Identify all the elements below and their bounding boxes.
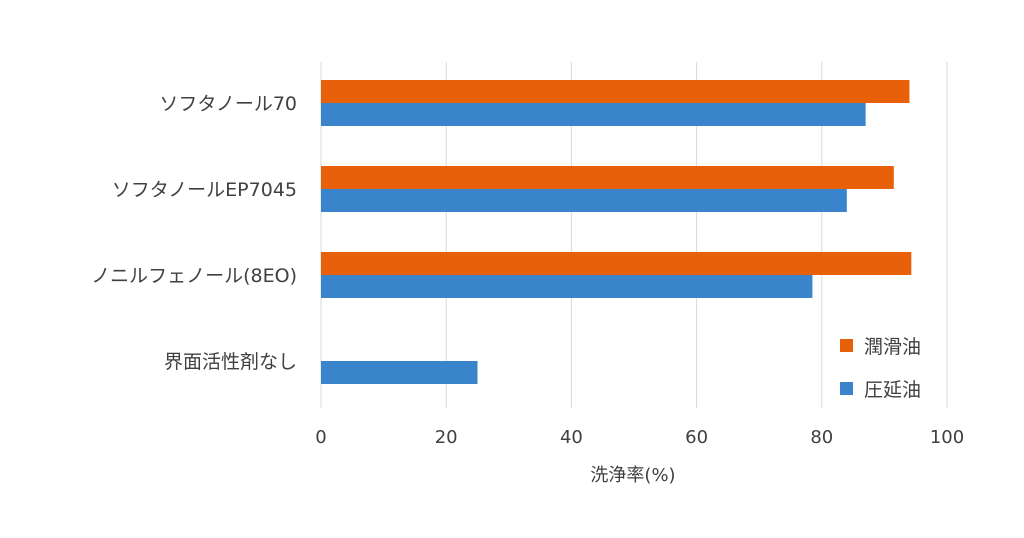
x-tick-label: 80 <box>810 427 833 448</box>
bar-lubricant <box>321 166 894 189</box>
legend-swatch <box>840 339 853 352</box>
legend-swatch <box>840 382 853 395</box>
bar-rolling-oil <box>321 103 866 126</box>
x-tick-labels: 0 20 40 60 80 100 <box>315 427 964 448</box>
x-axis-title: 洗浄率(%) <box>590 465 675 486</box>
x-tick-label: 60 <box>685 427 708 448</box>
category-label: ソフタノールEP7045 <box>112 179 297 201</box>
category-label: ノニルフェノール(8EO) <box>91 265 297 287</box>
x-tick-label: 100 <box>930 427 964 448</box>
x-tick-label: 40 <box>560 427 583 448</box>
x-tick-label: 20 <box>435 427 458 448</box>
category-label: ソフタノール70 <box>159 93 297 115</box>
bar-rolling-oil <box>321 275 813 298</box>
bars <box>321 80 912 384</box>
category-labels: ソフタノール70 ソフタノールEP7045 ノニルフェノール(8EO) 界面活性剤なし <box>91 93 297 373</box>
bar-rolling-oil <box>321 189 847 212</box>
legend-label: 圧延油 <box>864 379 921 401</box>
bar-lubricant <box>321 252 912 275</box>
category-label: 界面活性剤なし <box>164 351 297 373</box>
bar-rolling-oil <box>321 361 478 384</box>
bar-lubricant <box>321 80 910 103</box>
x-tick-label: 0 <box>315 427 326 448</box>
legend-label: 潤滑油 <box>864 336 921 358</box>
